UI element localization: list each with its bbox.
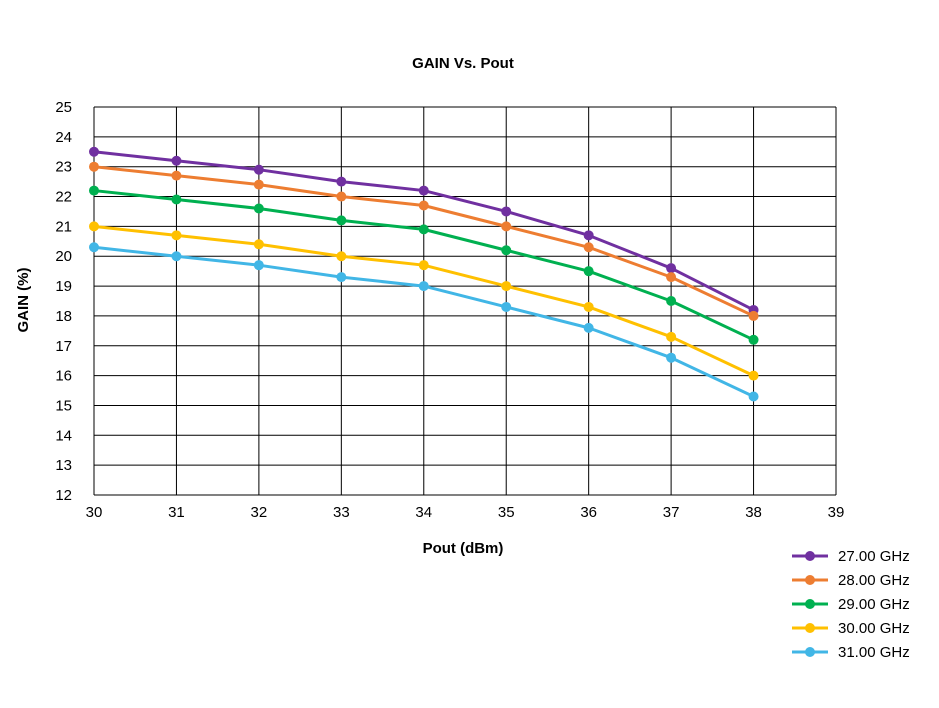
x-tick-label: 31 xyxy=(168,504,185,521)
legend-label: 31.00 GHz xyxy=(838,644,910,661)
y-tick-label: 14 xyxy=(55,427,72,444)
legend-item: 28.00 GHz xyxy=(792,572,910,589)
data-point xyxy=(666,331,677,342)
data-point xyxy=(748,334,759,345)
series-5 xyxy=(89,242,759,402)
data-point xyxy=(666,263,677,274)
data-point xyxy=(253,203,264,214)
data-point xyxy=(666,352,677,363)
x-axis-label: Pout (dBm) xyxy=(423,540,504,557)
legend-label: 28.00 GHz xyxy=(838,572,910,589)
legend-label: 27.00 GHz xyxy=(838,548,910,565)
y-axis-label: GAIN (%) xyxy=(15,268,32,333)
data-point xyxy=(171,251,182,262)
y-tick-label: 21 xyxy=(55,218,72,235)
data-point xyxy=(253,260,264,271)
y-tick-label: 20 xyxy=(55,248,72,265)
legend-label: 29.00 GHz xyxy=(838,596,910,613)
legend-marker xyxy=(805,551,815,561)
x-tick-label: 39 xyxy=(828,504,845,521)
data-point xyxy=(501,281,512,292)
data-point xyxy=(666,272,677,283)
data-point xyxy=(748,391,759,402)
series-3 xyxy=(89,185,759,345)
data-point xyxy=(501,221,512,232)
data-point xyxy=(171,194,182,205)
data-point xyxy=(171,230,182,241)
data-point xyxy=(418,185,429,196)
y-tick-label: 22 xyxy=(55,189,72,206)
legend-marker xyxy=(805,647,815,657)
data-point xyxy=(89,161,99,172)
y-tick-label: 15 xyxy=(55,397,72,414)
data-point xyxy=(501,206,512,217)
data-point xyxy=(253,164,264,175)
y-tick-label: 17 xyxy=(55,338,72,355)
data-point xyxy=(171,155,182,166)
data-point xyxy=(748,310,759,321)
data-point xyxy=(501,245,512,256)
legend-marker xyxy=(805,623,815,633)
data-point xyxy=(418,260,429,271)
legend-item: 30.00 GHz xyxy=(792,620,910,637)
data-point xyxy=(89,242,99,253)
x-tick-label: 33 xyxy=(333,504,350,521)
legend-label: 30.00 GHz xyxy=(838,620,910,637)
legend-item: 31.00 GHz xyxy=(792,644,910,661)
x-tick-label: 35 xyxy=(498,504,515,521)
series-2 xyxy=(89,161,759,321)
data-point xyxy=(336,176,347,187)
series-4 xyxy=(89,221,759,381)
data-point xyxy=(418,200,429,211)
data-point xyxy=(336,215,347,226)
data-point xyxy=(89,221,99,232)
data-point xyxy=(418,224,429,235)
legend-marker xyxy=(805,575,815,585)
series-group xyxy=(89,146,759,402)
y-tick-label: 12 xyxy=(55,487,72,504)
x-tick-label: 37 xyxy=(663,504,680,521)
data-point xyxy=(89,146,99,157)
x-tick-label: 30 xyxy=(86,504,103,521)
legend-item: 27.00 GHz xyxy=(792,548,910,565)
data-point xyxy=(336,272,347,283)
data-point xyxy=(253,179,264,190)
y-tick-label: 19 xyxy=(55,278,72,295)
data-point xyxy=(336,191,347,202)
x-tick-label: 32 xyxy=(251,504,268,521)
data-point xyxy=(583,242,594,253)
y-tick-label: 18 xyxy=(55,308,72,325)
y-axis-ticks: 12 13 14 15 16 17 18 19 20 21 22 23 24 25 xyxy=(55,99,72,504)
chart-title: GAIN Vs. Pout xyxy=(412,55,514,72)
data-point xyxy=(583,230,594,241)
y-tick-label: 24 xyxy=(55,129,72,146)
data-point xyxy=(89,185,99,196)
y-tick-label: 25 xyxy=(55,99,72,116)
series-1 xyxy=(89,146,759,315)
data-point xyxy=(336,251,347,262)
legend-item: 29.00 GHz xyxy=(792,596,910,613)
y-tick-label: 13 xyxy=(55,457,72,474)
data-point xyxy=(418,281,429,292)
x-axis-ticks: 30 31 32 33 34 35 36 37 38 39 xyxy=(86,504,845,521)
legend-marker xyxy=(805,599,815,609)
legend: 27.00 GHz 28.00 GHz 29.00 GHz 30.00 GHz 31.0… xyxy=(792,548,910,661)
data-point xyxy=(583,301,594,312)
data-point xyxy=(583,322,594,333)
data-point xyxy=(171,170,182,181)
data-point xyxy=(253,239,264,250)
data-point xyxy=(501,301,512,312)
x-tick-label: 36 xyxy=(580,504,597,521)
data-point xyxy=(666,296,677,306)
x-tick-label: 38 xyxy=(745,504,762,521)
data-point xyxy=(583,266,594,277)
x-tick-label: 34 xyxy=(415,504,432,521)
y-tick-label: 16 xyxy=(55,368,72,385)
y-tick-label: 23 xyxy=(55,159,72,176)
data-point xyxy=(748,370,759,381)
